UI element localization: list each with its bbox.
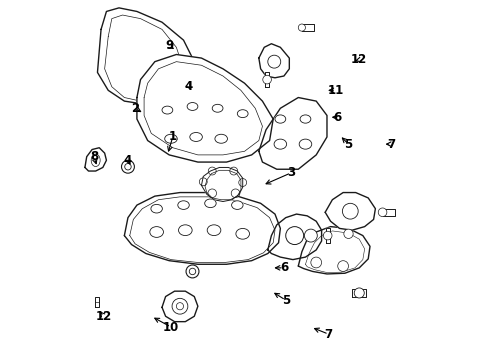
Polygon shape bbox=[325, 228, 329, 243]
Polygon shape bbox=[382, 209, 394, 216]
Text: 10: 10 bbox=[163, 320, 179, 333]
Polygon shape bbox=[124, 193, 280, 264]
Ellipse shape bbox=[212, 104, 223, 112]
Text: 7: 7 bbox=[386, 138, 395, 150]
Ellipse shape bbox=[214, 134, 227, 143]
Polygon shape bbox=[258, 98, 326, 169]
Ellipse shape bbox=[299, 139, 311, 149]
Circle shape bbox=[172, 298, 187, 314]
Circle shape bbox=[298, 24, 305, 31]
Ellipse shape bbox=[207, 225, 221, 235]
Polygon shape bbox=[94, 297, 99, 307]
Circle shape bbox=[323, 231, 331, 240]
Ellipse shape bbox=[237, 110, 247, 118]
Text: 4: 4 bbox=[184, 80, 193, 93]
Ellipse shape bbox=[300, 115, 310, 123]
Circle shape bbox=[285, 226, 303, 244]
Ellipse shape bbox=[149, 226, 163, 237]
Polygon shape bbox=[137, 54, 273, 162]
Ellipse shape bbox=[189, 132, 202, 141]
Ellipse shape bbox=[274, 115, 285, 123]
Circle shape bbox=[267, 55, 280, 68]
Circle shape bbox=[343, 229, 352, 238]
Circle shape bbox=[353, 288, 364, 298]
Ellipse shape bbox=[162, 106, 172, 114]
Text: 1: 1 bbox=[168, 130, 177, 144]
Text: 11: 11 bbox=[327, 84, 344, 97]
Text: 9: 9 bbox=[165, 39, 173, 52]
Circle shape bbox=[310, 257, 321, 268]
Ellipse shape bbox=[187, 103, 198, 111]
Circle shape bbox=[262, 75, 271, 84]
Polygon shape bbox=[301, 24, 314, 31]
Text: 7: 7 bbox=[324, 328, 332, 341]
Polygon shape bbox=[201, 167, 242, 202]
Circle shape bbox=[304, 229, 317, 242]
Text: 2: 2 bbox=[131, 102, 139, 115]
Ellipse shape bbox=[204, 199, 216, 208]
Text: 3: 3 bbox=[286, 166, 295, 179]
Text: 5: 5 bbox=[281, 294, 289, 307]
Polygon shape bbox=[97, 8, 194, 105]
Polygon shape bbox=[351, 289, 366, 297]
Polygon shape bbox=[298, 226, 369, 274]
Circle shape bbox=[337, 261, 348, 271]
Ellipse shape bbox=[164, 134, 177, 143]
Circle shape bbox=[378, 208, 386, 217]
Polygon shape bbox=[258, 44, 289, 78]
Ellipse shape bbox=[231, 201, 243, 210]
Ellipse shape bbox=[178, 201, 189, 210]
Polygon shape bbox=[325, 193, 375, 230]
Text: 12: 12 bbox=[350, 53, 366, 66]
Polygon shape bbox=[267, 214, 321, 260]
Text: 6: 6 bbox=[333, 111, 341, 124]
Text: 8: 8 bbox=[90, 150, 98, 163]
Text: 4: 4 bbox=[123, 154, 132, 167]
Polygon shape bbox=[162, 291, 198, 321]
Polygon shape bbox=[265, 72, 268, 87]
Text: 12: 12 bbox=[96, 310, 112, 323]
Ellipse shape bbox=[235, 228, 249, 239]
Circle shape bbox=[342, 203, 357, 219]
Ellipse shape bbox=[274, 139, 286, 149]
Text: 6: 6 bbox=[279, 261, 287, 274]
Polygon shape bbox=[85, 148, 106, 171]
Circle shape bbox=[185, 265, 199, 278]
Text: 5: 5 bbox=[344, 138, 352, 150]
Ellipse shape bbox=[151, 204, 162, 213]
Ellipse shape bbox=[178, 225, 192, 235]
Circle shape bbox=[121, 160, 134, 173]
